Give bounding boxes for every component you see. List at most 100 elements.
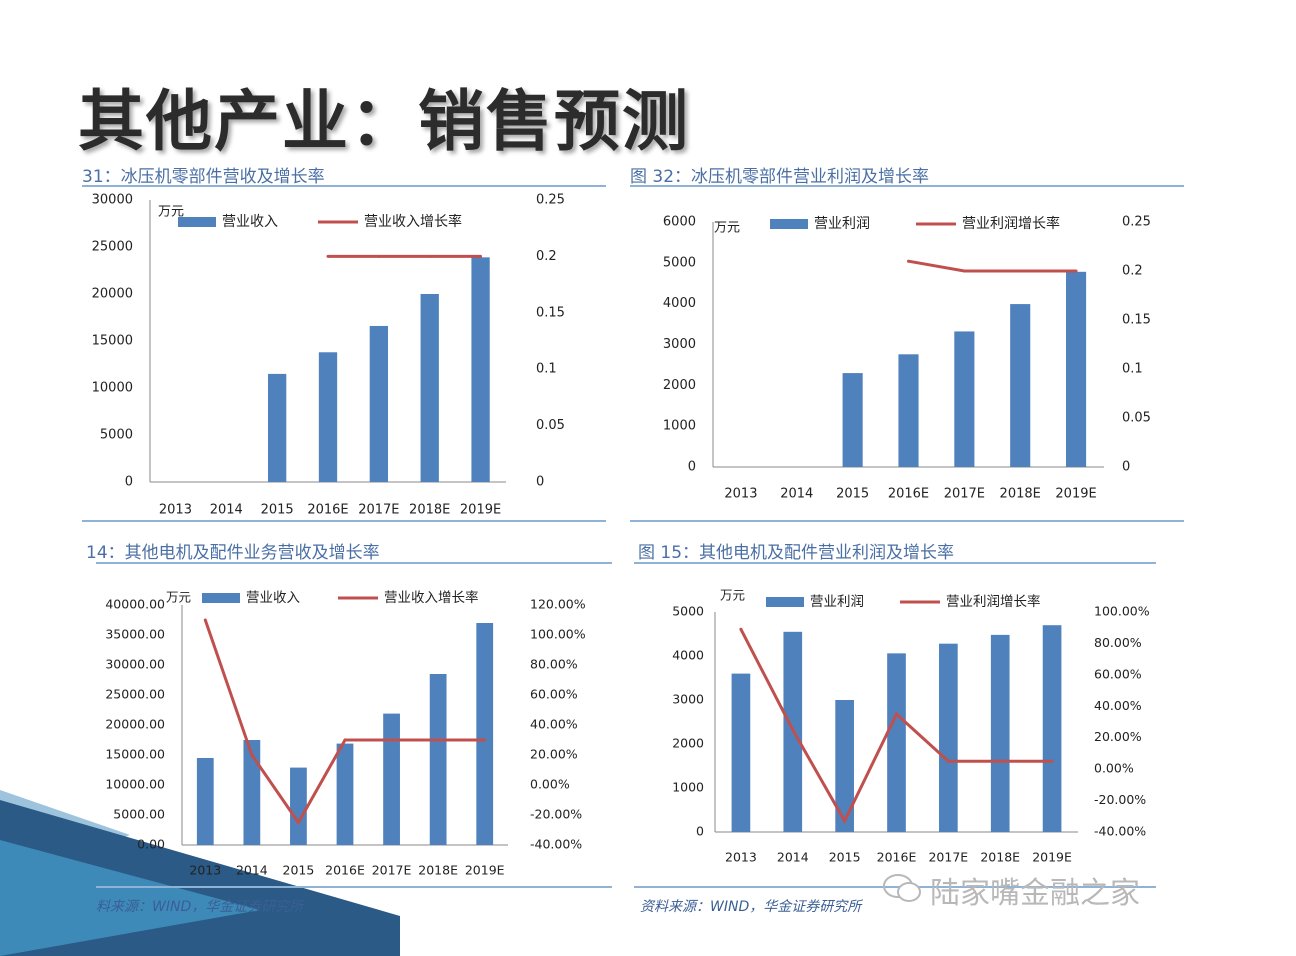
watermark-text: 陆家嘴金融之家: [930, 876, 1140, 911]
chart-2-title-rule: [630, 185, 1184, 187]
y-left-tick-label: 0: [688, 460, 696, 475]
bar: [471, 257, 490, 482]
line-point: [739, 627, 743, 631]
legend-line-label: 营业利润增长率: [962, 215, 1060, 232]
y-left-tick-label: 40000.00: [105, 597, 165, 612]
y-right-tick-label: 60.00%: [530, 687, 578, 702]
y-left-tick-label: 3000: [672, 692, 704, 707]
bar: [1010, 304, 1031, 467]
bar: [887, 653, 906, 832]
line-point: [326, 254, 330, 258]
bar: [196, 758, 214, 845]
y-right-tick-label: 0.15: [1122, 313, 1151, 328]
y-left-tick-label: 15000.00: [105, 747, 165, 762]
y-left-tick-label: 5000.00: [113, 807, 165, 822]
line-point: [962, 269, 966, 273]
y-right-tick-label: -20.00%: [530, 807, 582, 822]
y-left-tick-label: 25000.00: [105, 687, 165, 702]
y-left-tick-label: 5000: [672, 604, 704, 619]
y-right-tick-label: -40.00%: [530, 837, 582, 852]
line-point: [377, 254, 381, 258]
y-right-tick-label: -40.00%: [1094, 824, 1146, 839]
x-tick-label: 2017E: [944, 487, 985, 502]
bar: [420, 294, 439, 482]
x-tick-label: 2014: [777, 850, 809, 865]
line-point: [998, 759, 1002, 763]
y-left-tick-label: 15000: [92, 334, 133, 349]
y-left-tick-label: 20000: [92, 287, 133, 302]
y-left-tick-label: 3000: [663, 337, 696, 352]
y-left-tick-label: 1000: [663, 419, 696, 434]
unit-label: 万元: [158, 205, 184, 220]
legend-bar-label: 营业利润: [814, 216, 870, 232]
y-left-tick-label: 10000.00: [105, 777, 165, 792]
y-right-tick-label: 0.05: [1122, 411, 1151, 426]
line-point: [428, 254, 432, 258]
y-right-tick-label: 0.00%: [1094, 761, 1134, 776]
x-tick-label: 2013: [725, 850, 757, 865]
chart-1-title-rule: [82, 185, 606, 187]
bar: [290, 767, 307, 845]
bar: [1042, 625, 1062, 832]
legend-bar-label: 营业收入: [246, 590, 300, 606]
chart-3-source: 料来源：WIND，华金证券研究所: [96, 899, 304, 915]
page-title: 其他产业：销售预测: [78, 83, 690, 160]
legend-line-label: 营业收入增长率: [364, 213, 462, 230]
x-tick-label: 2016E: [877, 850, 917, 865]
line-point: [791, 728, 795, 732]
x-tick-label: 2019E: [1055, 487, 1096, 502]
y-left-tick-label: 0.00: [137, 837, 165, 852]
y-right-tick-label: 0.1: [1122, 362, 1143, 377]
x-tick-label: 2016E: [307, 503, 348, 518]
bar: [318, 352, 338, 482]
line-point: [390, 738, 394, 742]
bar: [369, 325, 389, 482]
x-tick-label: 2014: [780, 487, 813, 502]
y-left-tick-label: 6000: [663, 215, 696, 230]
x-tick-label: 2018E: [1000, 487, 1041, 502]
chart-4-title: 图 15：其他电机及配件营业利润及增长率: [638, 543, 955, 563]
line-point: [479, 254, 483, 258]
y-right-tick-label: 20.00%: [530, 747, 578, 762]
bar: [383, 713, 400, 845]
y-right-tick-label: 0: [1122, 460, 1130, 475]
line-point: [843, 819, 847, 823]
y-right-tick-label: 0.25: [1122, 215, 1151, 230]
x-tick-label: 2016E: [325, 863, 365, 878]
y-right-tick-label: 20.00%: [1094, 729, 1142, 744]
x-tick-label: 2013: [159, 503, 192, 518]
x-tick-label: 2014: [236, 863, 268, 878]
chart-2-title: 图 32：冰压机零部件营业利润及增长率: [630, 167, 930, 187]
x-tick-label: 2019E: [465, 863, 505, 878]
x-tick-label: 2017E: [372, 863, 412, 878]
chart-4-top-rule: [630, 520, 1184, 522]
y-left-tick-label: 5000: [663, 255, 696, 270]
bar: [1066, 271, 1087, 467]
legend-bar-label: 营业利润: [810, 594, 864, 610]
y-left-tick-label: 25000: [92, 240, 133, 255]
x-tick-label: 2015: [829, 850, 861, 865]
y-left-tick-label: 30000: [92, 193, 133, 208]
bar: [429, 674, 447, 845]
y-right-tick-label: 40.00%: [1094, 698, 1142, 713]
legend-bar-swatch: [770, 219, 808, 229]
y-left-tick-label: 30000.00: [105, 657, 165, 672]
chart-1-title: 31：冰压机零部件营收及增长率: [82, 167, 325, 187]
corner-shape-mid: [0, 840, 260, 956]
line-point: [895, 712, 898, 716]
x-tick-label: 2013: [724, 487, 757, 502]
bar: [939, 643, 958, 832]
x-tick-label: 2015: [283, 863, 315, 878]
bar: [898, 354, 919, 467]
bar: [835, 700, 854, 832]
line-point: [203, 618, 207, 622]
chart-4-title-rule: [634, 562, 1156, 564]
x-tick-label: 2018E: [409, 503, 450, 518]
bar: [476, 623, 494, 845]
line-point: [1050, 759, 1054, 763]
y-right-tick-label: 120.00%: [530, 597, 586, 612]
bar: [842, 373, 863, 467]
